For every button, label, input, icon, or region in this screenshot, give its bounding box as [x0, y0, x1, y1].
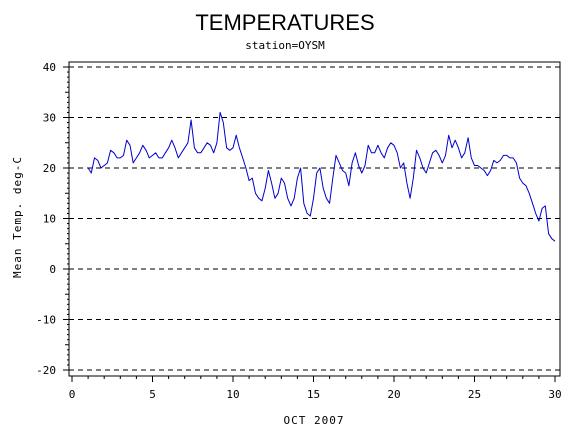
y-tick-label: 20	[43, 162, 56, 175]
x-tick-label: 15	[307, 388, 320, 401]
y-tick-label: -10	[36, 314, 56, 327]
x-tick-label: 10	[226, 388, 239, 401]
y-axis-label: Mean Temp. deg-C	[11, 156, 24, 278]
y-tick-label: 30	[43, 112, 56, 125]
grid-lines	[69, 66, 560, 371]
x-tick-label: 0	[69, 388, 76, 401]
chart-title: TEMPERATURES	[195, 10, 374, 35]
y-tick-label: 40	[43, 61, 56, 74]
x-tick-label: 20	[387, 388, 400, 401]
x-tick-label: 30	[548, 388, 561, 401]
x-axis-label: OCT 2007	[284, 414, 345, 427]
chart-subtitle: station=OYSM	[245, 39, 325, 52]
y-tick-label: 0	[49, 263, 56, 276]
y-tick-label: 10	[43, 213, 56, 226]
tick-labels: -20 -10 0 10 20 30 40 0 5 10 15 20 25 30	[36, 61, 562, 401]
series-line	[87, 111, 556, 242]
y-tick-label: -20	[36, 364, 56, 377]
x-tick-label: 5	[149, 388, 156, 401]
axis-ticks	[63, 66, 556, 382]
x-tick-label: 25	[468, 388, 481, 401]
